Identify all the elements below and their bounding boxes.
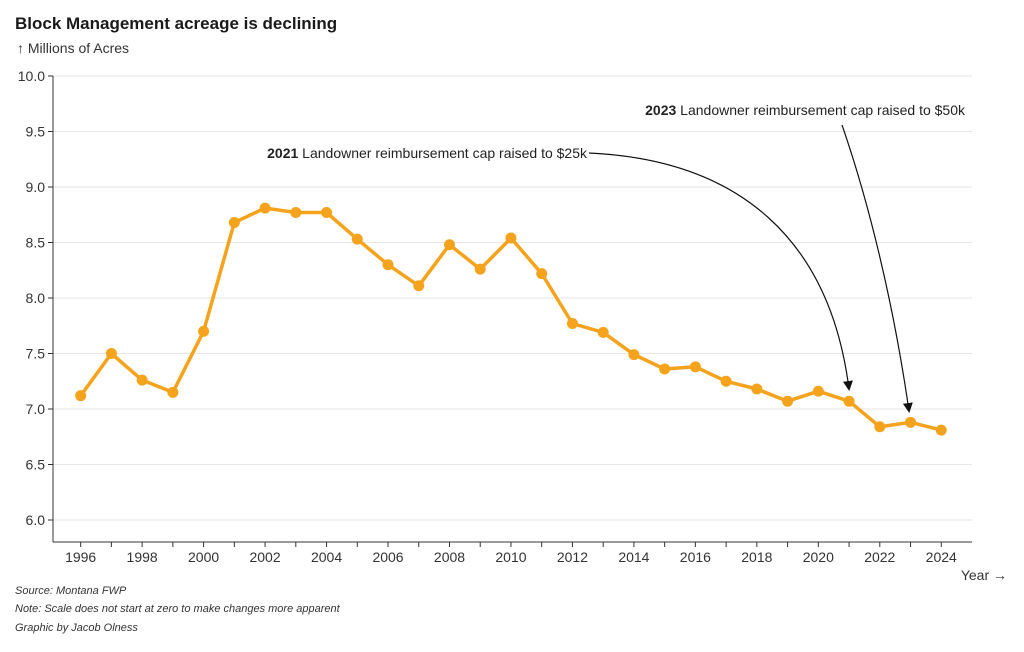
- data-point: [566, 318, 578, 330]
- y-tick-label: 6.5: [26, 457, 46, 473]
- x-tick-label: 2000: [188, 549, 219, 565]
- scale-note: Note: Scale does not start at zero to ma…: [15, 603, 340, 615]
- data-point: [474, 263, 486, 275]
- data-point: [659, 363, 671, 375]
- annotation-year: 2021: [267, 145, 298, 161]
- annotation-arrow: [588, 152, 853, 391]
- y-tick-label: 7.5: [26, 346, 46, 362]
- annotation-description: Landowner reimbursement cap raised to $2…: [298, 145, 588, 161]
- x-tick-label: 2002: [249, 549, 280, 565]
- x-tick-label: 1996: [65, 549, 96, 565]
- x-tick-label: 1998: [127, 549, 158, 565]
- data-point: [136, 374, 148, 386]
- data-point: [843, 395, 855, 407]
- x-axis-title-group: Year →: [961, 567, 1007, 583]
- data-point: [597, 326, 609, 338]
- annotations: 2021 Landowner reimbursement cap raised …: [267, 102, 966, 413]
- y-tick-label: 7.0: [26, 401, 46, 417]
- data-point: [351, 233, 363, 245]
- chart-title: Block Management acreage is declining: [15, 14, 338, 33]
- data-point: [874, 421, 886, 433]
- source-note: Source: Montana FWP: [15, 585, 127, 597]
- data-point: [689, 361, 701, 373]
- x-tick-label: 2010: [495, 549, 526, 565]
- y-tick-label: 8.0: [26, 290, 46, 306]
- annotation-year: 2023: [645, 102, 676, 118]
- y-tick-label: 6.0: [26, 512, 46, 528]
- x-tick-label: 2024: [926, 549, 957, 565]
- x-tick-label: 2012: [557, 549, 588, 565]
- data-point: [167, 386, 179, 398]
- data-point: [105, 348, 117, 359]
- data-point: [259, 202, 271, 214]
- x-tick-label: 2022: [864, 549, 895, 565]
- data-point: [228, 217, 240, 229]
- data-point: [536, 268, 548, 280]
- data-point: [812, 385, 824, 397]
- data-point: [382, 259, 394, 271]
- acreage-series: [75, 202, 947, 436]
- y-tick-label: 8.5: [26, 235, 46, 251]
- data-point: [935, 424, 947, 436]
- graphic-credit: Graphic by Jacob Olness: [15, 622, 138, 634]
- data-point: [720, 375, 732, 387]
- x-tick-label: 2008: [434, 549, 465, 565]
- x-tick-label: 2006: [372, 549, 403, 565]
- x-axis-title: Year →: [961, 567, 1007, 583]
- y-tick-label: 9.5: [26, 124, 46, 140]
- x-tick-label: 2016: [680, 549, 711, 565]
- data-point: [290, 207, 302, 219]
- y-axis-unit-label: ↑ Millions of Acres: [17, 40, 130, 56]
- data-point: [75, 390, 87, 402]
- data-point: [905, 416, 917, 428]
- annotation-text: 2021 Landowner reimbursement cap raised …: [267, 145, 588, 161]
- data-point: [443, 239, 455, 251]
- annotation-arrow: [841, 124, 913, 413]
- x-tick-label: 2004: [311, 549, 342, 565]
- data-point: [413, 280, 425, 292]
- data-point: [198, 325, 210, 337]
- axes: 6.0 6.5 7.0 7.5 8.0 8.5 9.0 9.5 10.0 1996 1998 2000…: [18, 68, 972, 565]
- x-tick-label: 2020: [803, 549, 834, 565]
- annotation-description: Landowner reimbursement cap raised to $5…: [676, 102, 966, 118]
- x-tick-label: 2014: [618, 549, 649, 565]
- y-tick-label: 9.0: [26, 179, 46, 195]
- gridlines: [53, 75, 972, 521]
- data-point: [782, 395, 794, 407]
- data-point: [628, 349, 640, 361]
- annotation-text: 2023 Landowner reimbursement cap raised …: [645, 102, 966, 118]
- data-point: [751, 383, 763, 395]
- y-tick-label: 10.0: [18, 68, 45, 84]
- data-point: [321, 207, 333, 219]
- x-tick-label: 2018: [741, 549, 772, 565]
- data-point: [505, 232, 517, 244]
